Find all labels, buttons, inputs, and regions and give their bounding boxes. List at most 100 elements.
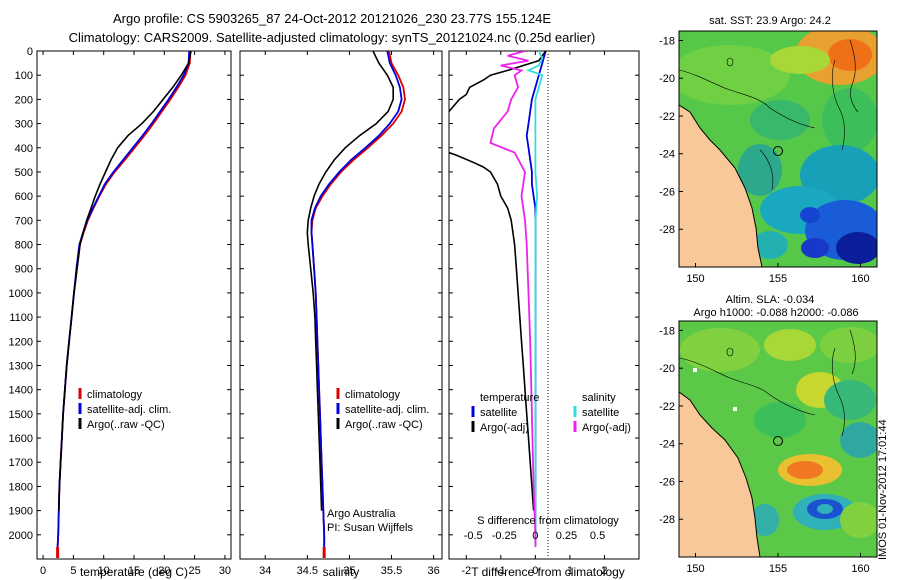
s-tick-label: -0.5 [464,530,483,542]
salinity-xlabel: salinity [323,565,360,579]
depth-tick-label: 200 [15,94,33,106]
legend-label: satellite-adj. clim. [345,404,429,416]
series-line-argo-raw-qc- [58,51,192,511]
title-line-2: Climatology: CARS2009. Satellite-adjuste… [69,30,596,45]
legend-label: climatology [345,389,401,401]
x-tick-label: 20 [158,565,170,577]
sla-map: Altim. SLA: -0.034 Argo h1000: -0.088 h2… [659,294,878,575]
x-tick-label: 36 [427,565,439,577]
credit-line-2: PI: Susan Wijffels [327,522,413,534]
map-lat-label: -22 [659,401,675,413]
map-lon-label: 160 [851,563,869,575]
sla-map-field [679,321,877,557]
map-lat-label: -20 [659,73,675,85]
sla-map-title-1: Altim. SLA: -0.034 [726,294,815,306]
x-tick-label: 10 [98,565,110,577]
map-lon-label: 155 [769,563,787,575]
s-difference-label: S difference from climatology [477,515,619,527]
sst-map-land [679,31,762,267]
sst-map-field [679,31,877,267]
salinity-plot-frame [239,50,443,560]
depth-tick-label: 600 [15,191,33,203]
depth-tick-label: 1100 [9,312,33,324]
depth-tick-label: 1400 [9,385,33,397]
x-tick-label: 1 [567,565,573,577]
sst-argo-location-marker [773,146,783,156]
map-lon-label: 155 [769,273,787,285]
x-tick-label: 15 [128,565,140,577]
depth-tick-label: 0 [27,46,33,58]
map-lon-label: 150 [686,273,704,285]
legend-label: Argo(-adj) [582,422,631,434]
legend-label: Argo(-adj) [480,422,529,434]
x-tick-label: 35 [343,565,355,577]
depth-tick-label: 900 [15,264,33,276]
title-line-1: Argo profile: CS 5903265_87 24-Oct-2012 … [113,11,551,26]
legend-label: satellite-adj. clim. [87,404,171,416]
depth-tick-label: 400 [15,143,33,155]
x-tick-label: 0 [532,565,538,577]
x-tick-label: 34 [259,565,271,577]
map-lon-label: 160 [851,273,869,285]
depth-tick-label: 1900 [9,506,33,518]
x-tick-label: 34.5 [297,565,318,577]
x-tick-label: -2 [461,565,471,577]
series-line-t-argo-adj- [449,51,547,511]
map-lat-label: -18 [659,325,675,337]
map-lat-label: -26 [659,476,675,488]
t-difference-xlabel: T difference from climatology [471,565,625,579]
s-tick-label: 0.5 [590,530,605,542]
s-tick-label: 0 [532,530,538,542]
depth-tick-label: 100 [15,70,33,82]
map-lat-label: -28 [659,224,675,236]
s-tick-label: 0.25 [556,530,577,542]
depth-tick-label: 1800 [9,481,33,493]
map-lat-label: -26 [659,186,675,198]
series-line-s-argo-adj- [489,51,537,547]
credit-line-1: Argo Australia [327,508,396,520]
sst-map-title: sat. SST: 23.9 Argo: 24.2 [709,15,831,27]
map-lat-label: -28 [659,514,675,526]
x-tick-label: 0 [40,565,46,577]
x-tick-label: 2 [601,565,607,577]
difference-plot-frame [448,50,640,560]
imos-timestamp: IMOS 01-Nov-2012 17:01:44 [877,419,889,560]
map-lat-label: -20 [659,363,675,375]
depth-tick-label: 2000 [9,530,33,542]
x-tick-label: 30 [219,565,231,577]
depth-tick-label: 500 [15,167,33,179]
depth-tick-label: 1000 [9,288,33,300]
depth-tick-label: 1500 [9,409,33,421]
sst-map: sat. SST: 23.9 Argo: 24.2 [659,15,878,285]
map-lat-label: -22 [659,111,675,123]
depth-tick-label: 700 [15,215,33,227]
legend-label: Argo(..raw -QC) [345,419,423,431]
legend-label: satellite [582,407,619,419]
depth-tick-label: 1300 [9,360,33,372]
series-line-satellite-adj-clim- [310,51,403,547]
legend-label: climatology [87,389,143,401]
x-tick-label: -1 [496,565,506,577]
salinity-panel: 34 34.5 35 35.5 36 climatology satellite-adj.… [239,50,443,579]
map-lat-label: -18 [659,35,675,47]
legend-label: satellite [480,407,517,419]
sla-map-title-2: Argo h1000: -0.088 h2000: -0.086 [693,307,858,319]
depth-tick-label: 800 [15,240,33,252]
depth-tick-label: 300 [15,119,33,131]
depth-tick-label: 1600 [9,433,33,445]
map-lat-label: -24 [659,149,675,161]
s-tick-label: -0.25 [492,530,517,542]
x-tick-label: 25 [189,565,201,577]
temperature-plot-frame [36,50,232,560]
difference-panel: -2 -1 0 1 2 temperature salinity satellite Argo… [448,50,640,579]
sla-map-land [679,321,760,557]
series-line-s-satellite [526,51,544,547]
map-lon-label: 150 [686,563,704,575]
depth-tick-label: 1700 [9,457,33,469]
legend-title-salinity: salinity [582,392,616,404]
x-tick-label: 5 [70,565,76,577]
legend-title-temperature: temperature [480,392,539,404]
map-lat-label: -24 [659,439,675,451]
temperature-panel: 0100200300400500600700800900100011001200… [9,46,232,579]
